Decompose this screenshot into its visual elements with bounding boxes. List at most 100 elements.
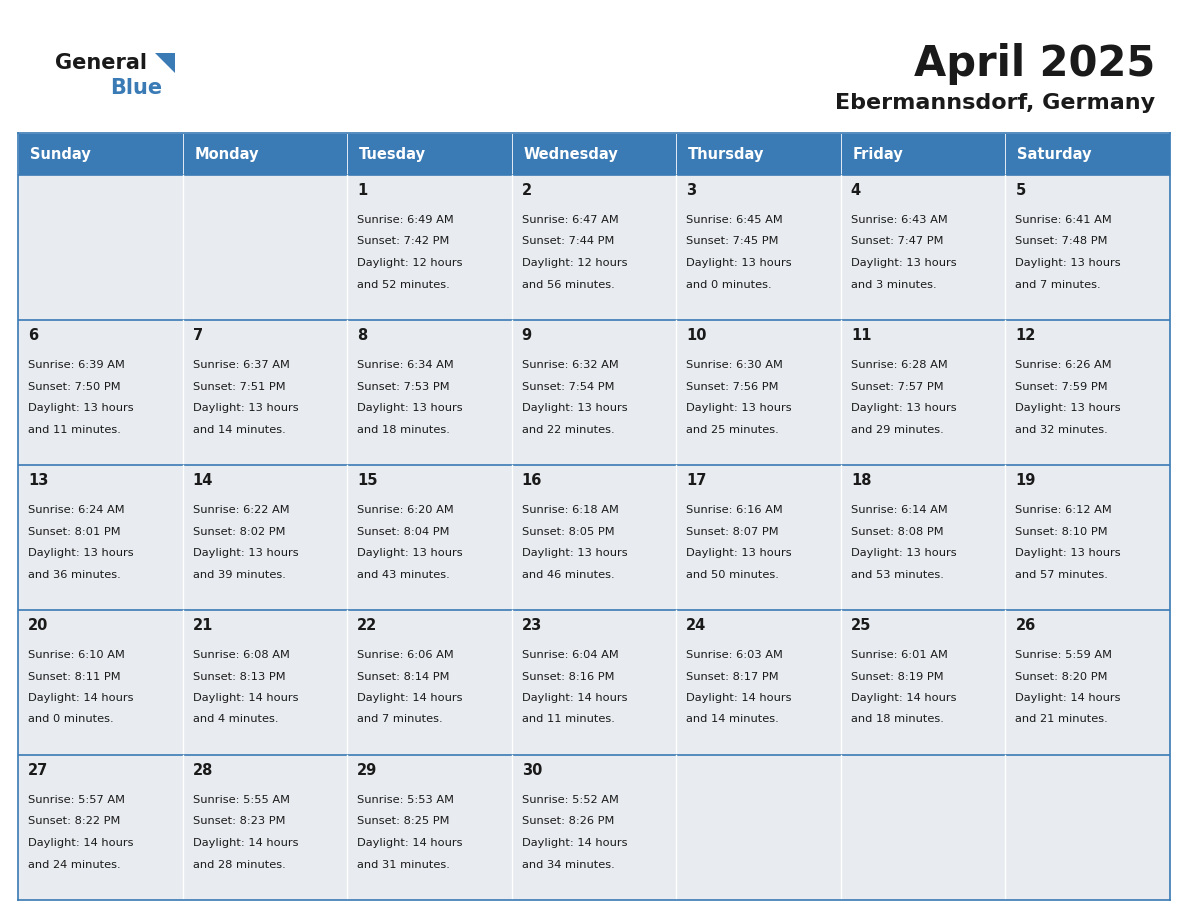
FancyBboxPatch shape [347, 175, 512, 320]
Text: Sunset: 7:51 PM: Sunset: 7:51 PM [192, 382, 285, 391]
Text: 14: 14 [192, 473, 213, 488]
FancyBboxPatch shape [676, 133, 841, 175]
Text: Sunset: 8:17 PM: Sunset: 8:17 PM [687, 671, 779, 681]
FancyBboxPatch shape [183, 465, 347, 610]
Text: Sunrise: 6:12 AM: Sunrise: 6:12 AM [1016, 505, 1112, 515]
Text: and 53 minutes.: and 53 minutes. [851, 569, 943, 579]
Text: 26: 26 [1016, 618, 1036, 633]
Text: Blue: Blue [110, 78, 162, 98]
Text: and 34 minutes.: and 34 minutes. [522, 859, 614, 869]
Text: Daylight: 14 hours: Daylight: 14 hours [522, 693, 627, 703]
Text: Sunrise: 6:08 AM: Sunrise: 6:08 AM [192, 650, 290, 660]
Text: and 14 minutes.: and 14 minutes. [687, 714, 779, 724]
Text: Daylight: 13 hours: Daylight: 13 hours [1016, 258, 1121, 268]
Text: 13: 13 [29, 473, 49, 488]
Text: Daylight: 14 hours: Daylight: 14 hours [851, 693, 956, 703]
Text: Daylight: 12 hours: Daylight: 12 hours [358, 258, 462, 268]
Text: 1: 1 [358, 183, 367, 198]
Text: Sunrise: 6:39 AM: Sunrise: 6:39 AM [29, 360, 125, 370]
FancyBboxPatch shape [18, 755, 183, 900]
Text: 9: 9 [522, 328, 532, 343]
Text: Friday: Friday [853, 147, 904, 162]
FancyBboxPatch shape [1005, 465, 1170, 610]
Text: Sunset: 7:54 PM: Sunset: 7:54 PM [522, 382, 614, 391]
Text: and 28 minutes.: and 28 minutes. [192, 859, 285, 869]
FancyBboxPatch shape [183, 133, 347, 175]
Text: Daylight: 12 hours: Daylight: 12 hours [522, 258, 627, 268]
Text: Sunset: 7:57 PM: Sunset: 7:57 PM [851, 382, 943, 391]
Text: 10: 10 [687, 328, 707, 343]
FancyBboxPatch shape [512, 175, 676, 320]
Text: Sunrise: 6:14 AM: Sunrise: 6:14 AM [851, 505, 948, 515]
FancyBboxPatch shape [1005, 755, 1170, 900]
Text: Sunset: 8:23 PM: Sunset: 8:23 PM [192, 816, 285, 826]
Text: 2: 2 [522, 183, 532, 198]
Text: Daylight: 13 hours: Daylight: 13 hours [687, 258, 792, 268]
Text: Daylight: 14 hours: Daylight: 14 hours [358, 838, 462, 848]
FancyBboxPatch shape [676, 175, 841, 320]
Text: Sunrise: 6:20 AM: Sunrise: 6:20 AM [358, 505, 454, 515]
Text: and 7 minutes.: and 7 minutes. [1016, 279, 1101, 289]
Text: Sunrise: 6:49 AM: Sunrise: 6:49 AM [358, 215, 454, 225]
Text: and 0 minutes.: and 0 minutes. [29, 714, 114, 724]
FancyBboxPatch shape [512, 133, 676, 175]
Text: Sunset: 7:47 PM: Sunset: 7:47 PM [851, 237, 943, 247]
FancyBboxPatch shape [347, 755, 512, 900]
Text: Daylight: 14 hours: Daylight: 14 hours [29, 838, 133, 848]
FancyBboxPatch shape [841, 175, 1005, 320]
Text: and 11 minutes.: and 11 minutes. [29, 424, 121, 434]
Text: 20: 20 [29, 618, 49, 633]
Text: Sunrise: 6:45 AM: Sunrise: 6:45 AM [687, 215, 783, 225]
FancyBboxPatch shape [1005, 133, 1170, 175]
Text: 11: 11 [851, 328, 871, 343]
Text: Daylight: 13 hours: Daylight: 13 hours [192, 403, 298, 413]
Text: Sunset: 7:44 PM: Sunset: 7:44 PM [522, 237, 614, 247]
Text: General: General [55, 53, 147, 73]
Text: and 32 minutes.: and 32 minutes. [1016, 424, 1108, 434]
Text: and 50 minutes.: and 50 minutes. [687, 569, 779, 579]
FancyBboxPatch shape [18, 610, 183, 755]
FancyBboxPatch shape [18, 175, 183, 320]
FancyBboxPatch shape [183, 320, 347, 465]
FancyBboxPatch shape [676, 755, 841, 900]
Text: Sunset: 8:13 PM: Sunset: 8:13 PM [192, 671, 285, 681]
FancyBboxPatch shape [18, 465, 183, 610]
Text: 30: 30 [522, 763, 542, 778]
FancyBboxPatch shape [183, 610, 347, 755]
Polygon shape [154, 53, 175, 73]
Text: Sunrise: 5:55 AM: Sunrise: 5:55 AM [192, 795, 290, 805]
Text: Sunrise: 6:41 AM: Sunrise: 6:41 AM [1016, 215, 1112, 225]
FancyBboxPatch shape [1005, 610, 1170, 755]
Text: and 0 minutes.: and 0 minutes. [687, 279, 772, 289]
Text: Wednesday: Wednesday [524, 147, 619, 162]
FancyBboxPatch shape [676, 610, 841, 755]
Text: Sunset: 7:56 PM: Sunset: 7:56 PM [687, 382, 779, 391]
Text: Daylight: 13 hours: Daylight: 13 hours [687, 548, 792, 558]
Text: Sunset: 8:11 PM: Sunset: 8:11 PM [29, 671, 121, 681]
Text: Sunrise: 6:06 AM: Sunrise: 6:06 AM [358, 650, 454, 660]
FancyBboxPatch shape [841, 755, 1005, 900]
Text: Sunrise: 6:30 AM: Sunrise: 6:30 AM [687, 360, 783, 370]
Text: Daylight: 14 hours: Daylight: 14 hours [687, 693, 791, 703]
Text: Sunrise: 5:52 AM: Sunrise: 5:52 AM [522, 795, 619, 805]
Text: Sunset: 7:42 PM: Sunset: 7:42 PM [358, 237, 449, 247]
Text: Sunset: 8:16 PM: Sunset: 8:16 PM [522, 671, 614, 681]
Text: 23: 23 [522, 618, 542, 633]
Text: Sunset: 7:59 PM: Sunset: 7:59 PM [1016, 382, 1108, 391]
Text: Ebermannsdorf, Germany: Ebermannsdorf, Germany [835, 93, 1155, 113]
Text: Sunrise: 6:22 AM: Sunrise: 6:22 AM [192, 505, 289, 515]
Text: 21: 21 [192, 618, 213, 633]
Text: and 24 minutes.: and 24 minutes. [29, 859, 121, 869]
Text: and 18 minutes.: and 18 minutes. [851, 714, 943, 724]
Text: Sunset: 8:19 PM: Sunset: 8:19 PM [851, 671, 943, 681]
Text: 5: 5 [1016, 183, 1025, 198]
Text: April 2025: April 2025 [914, 43, 1155, 85]
Text: Sunrise: 6:28 AM: Sunrise: 6:28 AM [851, 360, 948, 370]
Text: Monday: Monday [195, 147, 259, 162]
Text: Sunrise: 6:03 AM: Sunrise: 6:03 AM [687, 650, 783, 660]
Text: and 29 minutes.: and 29 minutes. [851, 424, 943, 434]
Text: Sunset: 8:07 PM: Sunset: 8:07 PM [687, 527, 779, 536]
Text: and 3 minutes.: and 3 minutes. [851, 279, 936, 289]
Text: and 46 minutes.: and 46 minutes. [522, 569, 614, 579]
Text: Sunset: 8:04 PM: Sunset: 8:04 PM [358, 527, 449, 536]
